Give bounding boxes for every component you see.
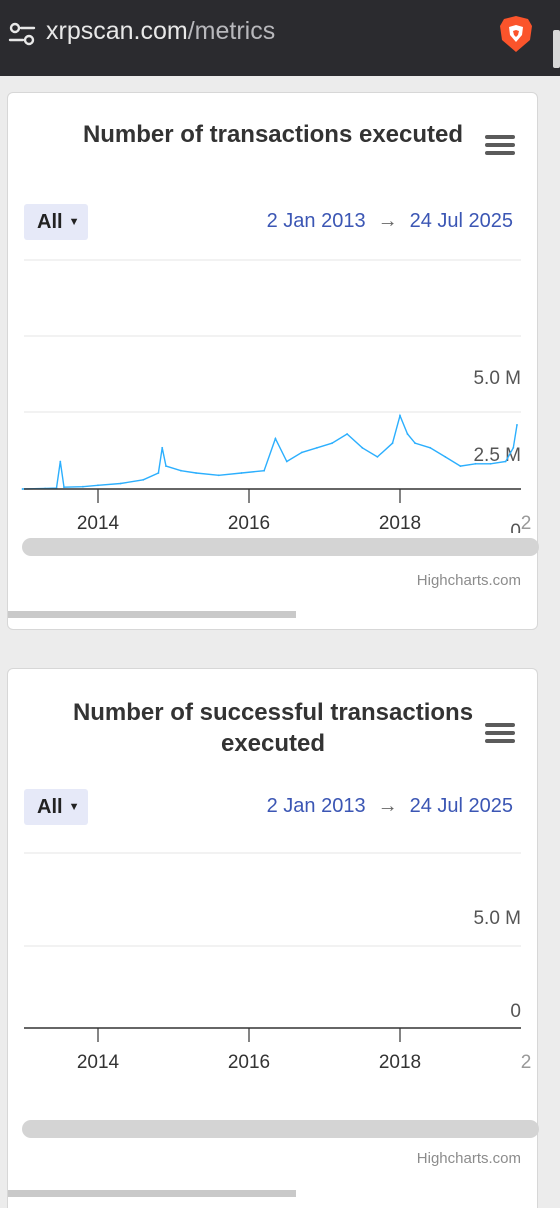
chart-horizontal-scrollbar[interactable] bbox=[22, 538, 539, 556]
data-point bbox=[157, 472, 160, 474]
transactions-chart[interactable]: 5.0 M 2.5 M 0 2014 2016 2018 2 bbox=[8, 243, 539, 533]
x-tick-label: 2016 bbox=[228, 1052, 270, 1073]
chart-card-successful-transactions: Number of successful transactions execut… bbox=[7, 668, 539, 1208]
data-point bbox=[142, 478, 145, 481]
data-point bbox=[161, 446, 164, 449]
page-scrollbar[interactable] bbox=[553, 30, 560, 68]
card-scroll-indicator bbox=[8, 611, 296, 618]
y-tick-label: 0 bbox=[510, 521, 521, 533]
arrow-right-icon: → bbox=[377, 795, 398, 817]
arrow-right-icon: → bbox=[377, 210, 398, 232]
url-text[interactable]: xrpscan.com/metrics bbox=[46, 17, 275, 46]
date-range: 2 Jan 2013 → 24 Jul 2025 bbox=[267, 210, 513, 233]
successful-transactions-chart[interactable]: 5.0 M 0 2014 2016 2018 2 bbox=[8, 845, 539, 1115]
chart-card-transactions: Number of transactions executed All ▼ 2 J… bbox=[7, 92, 539, 630]
date-from[interactable]: 2 Jan 2013 bbox=[266, 210, 366, 232]
data-point bbox=[331, 442, 333, 445]
data-point bbox=[391, 442, 394, 445]
data-point bbox=[346, 433, 348, 435]
url-path: /metrics bbox=[187, 17, 276, 45]
data-point bbox=[444, 456, 447, 458]
data-point bbox=[274, 437, 277, 440]
data-point bbox=[63, 486, 65, 489]
data-point bbox=[459, 465, 462, 467]
data-point bbox=[406, 433, 409, 435]
data-point bbox=[516, 424, 518, 426]
date-from[interactable]: 2 Jan 2013 bbox=[266, 795, 366, 817]
x-tick-label: 2018 bbox=[379, 1052, 421, 1073]
date-to[interactable]: 24 Jul 2025 bbox=[409, 795, 513, 817]
y-tick-label: 5.0 M bbox=[473, 368, 521, 389]
data-point bbox=[316, 446, 318, 449]
caret-down-icon: ▼ bbox=[68, 801, 80, 813]
chart-horizontal-scrollbar[interactable] bbox=[22, 1120, 539, 1138]
series-line bbox=[22, 413, 518, 490]
x-tick-label: 2016 bbox=[228, 513, 270, 533]
data-point bbox=[474, 462, 477, 465]
y-tick-label: 0 bbox=[510, 1001, 521, 1022]
data-point bbox=[82, 485, 84, 488]
data-point bbox=[263, 469, 265, 472]
x-tick-label: 2 bbox=[521, 513, 532, 533]
caret-down-icon: ▼ bbox=[68, 216, 80, 228]
x-tick-label: 2018 bbox=[379, 513, 421, 533]
data-point bbox=[240, 472, 243, 474]
data-point bbox=[504, 460, 507, 463]
data-point bbox=[21, 488, 24, 490]
y-tick-label: 5.0 M bbox=[473, 908, 521, 929]
site-settings-icon[interactable] bbox=[8, 20, 36, 48]
date-range: 2 Jan 2013 → 24 Jul 2025 bbox=[267, 795, 513, 818]
chart-title: Number of transactions executed bbox=[82, 121, 464, 148]
range-selector-dropdown[interactable]: All ▼ bbox=[24, 789, 88, 825]
data-point bbox=[195, 472, 198, 474]
chart-menu-button[interactable] bbox=[485, 723, 515, 747]
page-content: Number of transactions executed All ▼ 2 J… bbox=[0, 76, 560, 1208]
x-tick-label: 2014 bbox=[77, 513, 120, 533]
data-point bbox=[180, 469, 182, 472]
brave-shields-icon[interactable] bbox=[495, 13, 537, 55]
data-point bbox=[376, 456, 379, 458]
highcharts-credit[interactable]: Highcharts.com bbox=[416, 1150, 521, 1167]
data-point bbox=[489, 462, 492, 465]
data-point bbox=[217, 474, 220, 477]
data-point bbox=[361, 446, 364, 449]
data-point bbox=[285, 460, 288, 463]
range-selector-label: All bbox=[37, 795, 63, 818]
date-to[interactable]: 24 Jul 2025 bbox=[409, 210, 513, 232]
data-point bbox=[165, 465, 167, 467]
x-tick-label: 2014 bbox=[77, 1052, 120, 1073]
chart-title: Number of successful transactions execut… bbox=[72, 699, 474, 757]
data-point bbox=[119, 482, 122, 485]
range-selector-label: All bbox=[37, 210, 63, 233]
chart-menu-button[interactable] bbox=[485, 135, 515, 159]
data-point bbox=[59, 460, 62, 463]
data-point bbox=[429, 446, 432, 449]
data-point bbox=[414, 442, 416, 445]
highcharts-credit[interactable]: Highcharts.com bbox=[416, 572, 521, 589]
range-selector-dropdown[interactable]: All ▼ bbox=[24, 204, 88, 240]
x-tick-label: 2 bbox=[521, 1052, 532, 1073]
browser-url-bar[interactable]: xrpscan.com/metrics bbox=[0, 0, 560, 76]
data-point bbox=[301, 451, 303, 454]
y-tick-label: 2.5 M bbox=[473, 445, 521, 466]
url-domain: xrpscan.com bbox=[46, 17, 188, 45]
data-point bbox=[399, 414, 401, 417]
data-point bbox=[512, 446, 515, 449]
data-point bbox=[97, 484, 99, 487]
card-scroll-indicator bbox=[8, 1190, 296, 1197]
